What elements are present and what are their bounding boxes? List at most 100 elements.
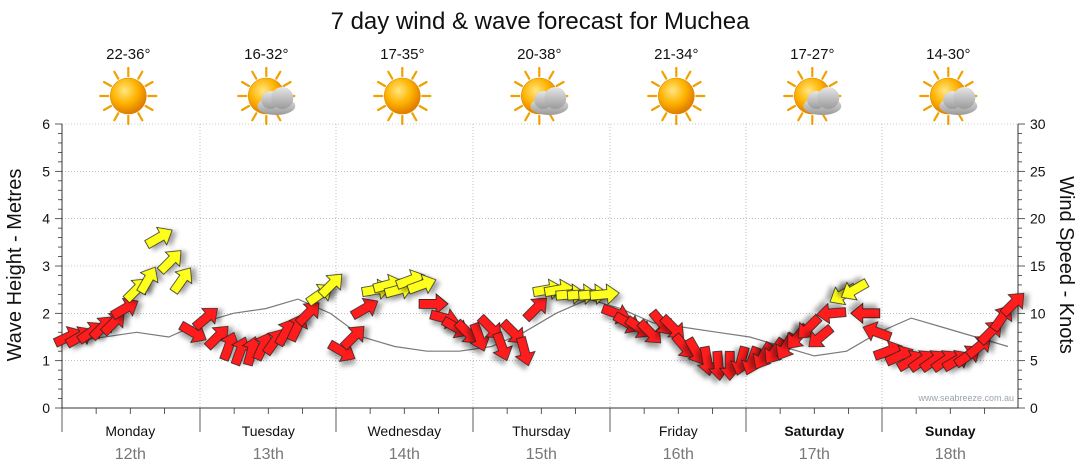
day-label: Monday [105, 423, 155, 439]
temperature-range: 21-34° [654, 46, 698, 63]
partly-cloudy-icon [510, 66, 569, 126]
y-left-tick-label: 4 [42, 211, 50, 227]
sun-ray [411, 70, 418, 80]
wind-arrow [469, 321, 491, 352]
y-left-tick-label: 1 [42, 353, 50, 369]
sun-ray [692, 80, 702, 88]
wind-arrow [696, 345, 719, 377]
credit-watermark: www.seabreeze.com.au [917, 393, 1014, 403]
day-label: Friday [659, 423, 698, 439]
wind-arrow [492, 331, 513, 362]
chart-title: 7 day wind & wave forecast for Muchea [331, 8, 751, 35]
y-left-tick-label: 0 [42, 400, 50, 416]
wind-arrow [144, 226, 173, 250]
sun-ray [411, 112, 418, 122]
temperature-range: 17-27° [790, 46, 834, 63]
wind-arrow [499, 318, 525, 344]
y-left-tick-label: 2 [42, 305, 50, 321]
sun-ray [922, 104, 933, 112]
y-right-tick-label: 25 [1030, 163, 1046, 179]
cloud-icon [257, 87, 296, 115]
sun-ray [786, 104, 797, 112]
date-label: 13th [253, 446, 284, 463]
sun-ray [251, 70, 258, 80]
wind-arrow [797, 313, 823, 339]
partly-cloudy-icon [237, 66, 296, 126]
y-right-tick-label: 20 [1030, 211, 1046, 227]
sun-ray [137, 70, 144, 80]
sun-ray [144, 104, 154, 112]
wind-arrow [109, 297, 139, 321]
daily-temperatures: 22-36° 16-32° 17-35° 20-38° 21-34° 17-27° 14-3… [106, 46, 970, 63]
wind-arrow [294, 302, 320, 327]
y-right-tick-label: 5 [1030, 353, 1038, 369]
wind-arrow [522, 297, 547, 323]
y-left-tick-label: 6 [42, 116, 50, 132]
cloud-icon [530, 87, 569, 115]
sun-ray [387, 70, 394, 80]
sunny-icon [373, 66, 432, 126]
sun-ray [137, 112, 144, 122]
date-label: 17th [799, 446, 830, 463]
sun-ray [685, 112, 692, 122]
day-label: Sunday [925, 423, 976, 439]
wind-arrow [241, 336, 263, 367]
sun-ray [524, 112, 531, 122]
date-label: 16th [663, 446, 694, 463]
y-right-axis-label: Wind Speed - Knots [1055, 176, 1077, 354]
sun-ray [144, 80, 154, 88]
cloud-part [544, 87, 567, 109]
weather-icons [99, 66, 978, 126]
wind-arrow [203, 325, 229, 351]
sun-ray [387, 112, 394, 122]
wind-arrow [169, 267, 193, 295]
sun-ray [513, 80, 524, 88]
wind-arrow [808, 323, 835, 348]
sun-ray [957, 70, 964, 80]
wind-arrow [840, 278, 870, 301]
wind-arrow [418, 293, 449, 315]
sunny-icon [647, 66, 706, 126]
wind-arrow [219, 331, 240, 362]
day-label: Thursday [512, 423, 570, 439]
sun-ray [933, 70, 940, 80]
wind-arrow [317, 273, 343, 299]
temperature-range: 22-36° [106, 46, 150, 63]
sun-ray [933, 112, 940, 122]
sun-ray [524, 70, 531, 80]
sun-ray [240, 80, 251, 88]
sun-ray [113, 70, 120, 80]
chart-grid [61, 123, 1018, 408]
sun-ray [661, 70, 668, 80]
day-label: Wednesday [367, 423, 441, 439]
day-labels: Monday 12th Tuesday 13th Wednesday 14th Thursd… [105, 423, 975, 463]
sun-ray [555, 80, 565, 88]
cloud-part [953, 87, 976, 109]
sun-ray [797, 112, 804, 122]
cloud-part [817, 87, 840, 109]
wind-arrow [476, 313, 502, 339]
sun-ray [797, 70, 804, 80]
sunny-icon [99, 66, 158, 126]
wind-arrow [636, 318, 662, 344]
sun-ray [282, 80, 292, 88]
date-label: 15th [526, 446, 557, 463]
cloud-icon [803, 87, 842, 115]
y-right-tick-label: 30 [1030, 116, 1046, 132]
temperature-range: 16-32° [244, 46, 288, 63]
sun-ray [275, 70, 282, 80]
wind-arrow [406, 273, 437, 295]
y-right-tick-label: 10 [1030, 305, 1046, 321]
sun-disc [383, 77, 421, 115]
y-right-tick-label: 15 [1030, 258, 1046, 274]
sun-ray [685, 70, 692, 80]
sun-ray [376, 80, 387, 88]
day-label: Tuesday [242, 423, 295, 439]
date-label: 12th [115, 446, 146, 463]
wind-arrow [339, 325, 365, 351]
wave-height-series [71, 298, 1009, 357]
sun-disc [110, 77, 147, 115]
wind-arrow [764, 336, 788, 364]
cloud-part [271, 87, 294, 109]
